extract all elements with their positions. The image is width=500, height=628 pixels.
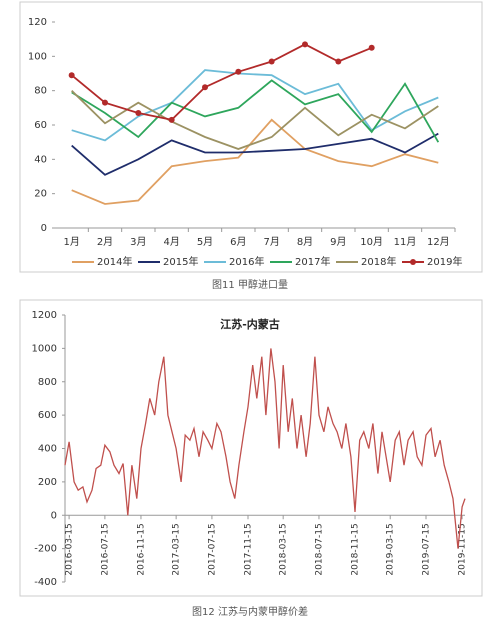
x-tick-label: 4月 <box>163 236 179 248</box>
x-tick-label: 2017-07-15 <box>207 523 217 575</box>
data-point <box>202 84 208 91</box>
chart-title: 江苏-内蒙古 <box>220 317 280 331</box>
series-line <box>71 118 439 205</box>
x-tick-label: 8月 <box>297 236 313 248</box>
x-tick-label: 2016-03-15 <box>65 523 75 575</box>
x-tick-label: 2016-11-15 <box>136 523 146 575</box>
x-tick-label: 2018-11-15 <box>351 523 361 575</box>
x-tick-label: 6月 <box>230 236 246 248</box>
series-line <box>71 43 373 121</box>
y-tick-label: 20 <box>34 189 47 200</box>
y-tick-label: -400 <box>34 577 57 588</box>
y-tick-label: 120 <box>28 17 47 28</box>
x-tick-label: 2018-07-15 <box>314 523 324 575</box>
x-tick-label: 12月 <box>427 236 450 248</box>
y-tick-label: 0 <box>51 510 57 521</box>
legend-label: 2015年 <box>163 255 198 268</box>
y-tick-label: 1200 <box>32 310 57 321</box>
series-line <box>71 79 440 143</box>
x-tick-label: 7月 <box>263 236 279 248</box>
data-point <box>168 116 175 123</box>
y-tick-label: 1000 <box>32 343 57 354</box>
data-point <box>135 109 142 116</box>
x-tick-label: 3月 <box>130 236 146 248</box>
chart-frame <box>19 299 483 597</box>
legend-label: 2019年 <box>427 255 462 268</box>
y-tick-label: 100 <box>28 51 47 62</box>
legend-label: 2018年 <box>361 255 396 268</box>
x-tick-label: 2017-03-15 <box>172 523 182 575</box>
y-tick-label: 600 <box>38 410 57 421</box>
data-point <box>68 72 75 79</box>
y-tick-label: -200 <box>34 544 57 555</box>
x-tick-label: 9月 <box>330 236 346 248</box>
legend-label: 2016年 <box>229 255 264 268</box>
x-tick-label: 2018-03-15 <box>279 523 289 575</box>
chart-frame <box>19 1 483 273</box>
x-tick-label: 2016-07-15 <box>100 523 110 575</box>
data-point <box>368 44 375 51</box>
x-tick-label: 10月 <box>360 236 383 248</box>
data-point <box>302 41 308 48</box>
legend-label: 2017年 <box>295 255 330 268</box>
x-tick-label: 2月 <box>97 236 113 248</box>
series-line <box>71 90 439 150</box>
x-tick-label: 5月 <box>197 236 213 248</box>
x-tick-label: 2019-11-15 <box>458 523 468 575</box>
x-tick-label: 1月 <box>63 236 79 248</box>
legend-label: 2014年 <box>97 255 132 268</box>
y-tick-label: 60 <box>34 120 47 131</box>
x-tick-label: 2019-07-15 <box>421 523 431 575</box>
legend-marker <box>410 259 416 265</box>
caption: 图11 甲醇进口量 <box>212 278 288 291</box>
data-point <box>268 58 275 65</box>
x-tick-label: 2017-11-15 <box>243 523 253 575</box>
x-tick-label: 11月 <box>394 236 417 248</box>
series-line <box>71 132 439 176</box>
y-tick-label: 0 <box>41 223 47 234</box>
series-line <box>64 348 466 549</box>
y-tick-label: 800 <box>38 377 57 388</box>
data-point <box>102 99 108 106</box>
x-tick-label: 2019-03-15 <box>386 523 396 575</box>
y-tick-label: 80 <box>34 86 47 97</box>
caption: 图12 江苏与内蒙甲醇价差 <box>192 605 308 618</box>
y-tick-label: 40 <box>34 154 47 165</box>
y-tick-label: 400 <box>38 444 57 455</box>
data-point <box>235 68 242 75</box>
series-line <box>71 69 439 142</box>
data-point <box>335 58 342 65</box>
y-tick-label: 200 <box>38 477 57 488</box>
